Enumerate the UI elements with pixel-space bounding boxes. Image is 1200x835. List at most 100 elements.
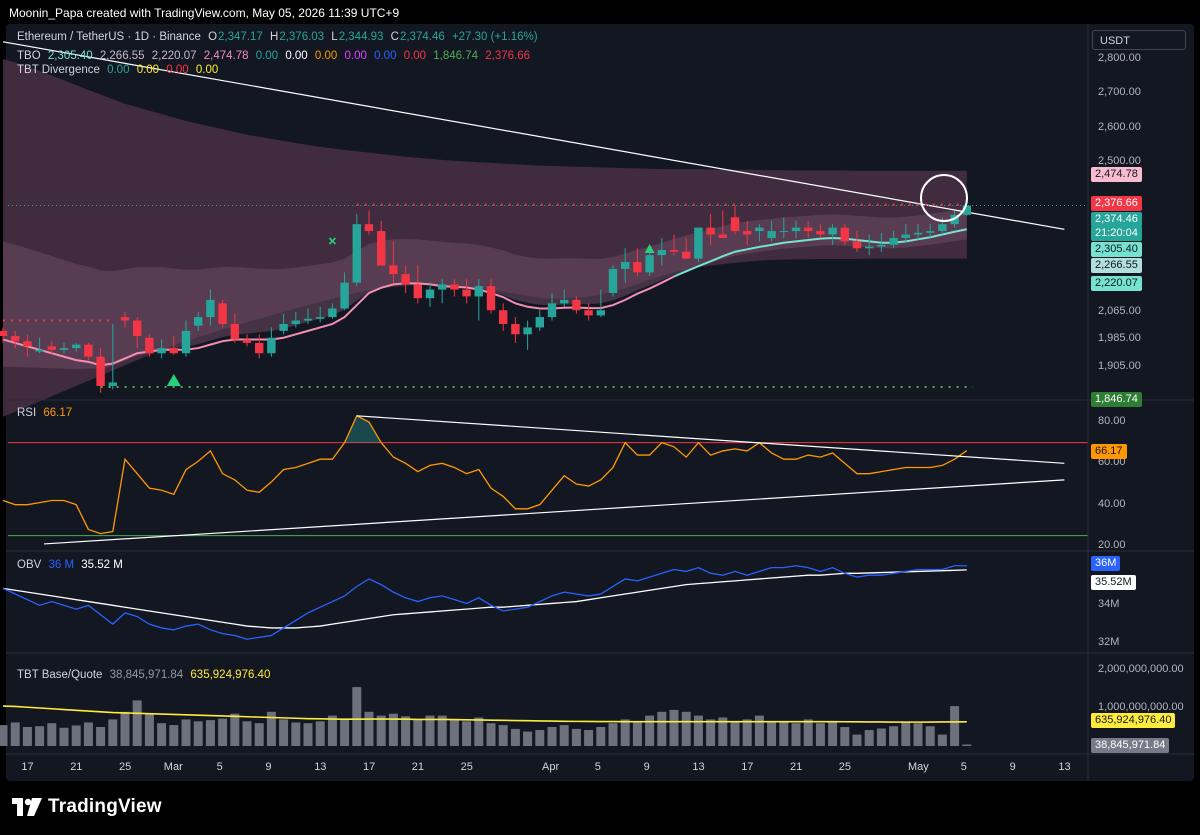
cross-signal-icon (328, 237, 336, 245)
time-axis-label: May (908, 761, 929, 773)
brand-logo[interactable]: TradingView (12, 796, 162, 818)
candle-body (755, 227, 764, 232)
volume-value-tag[interactable]: 38,845,971.84 (1091, 738, 1170, 753)
upper-band-tag[interactable]: 2,474.78 (1091, 166, 1142, 182)
volume-bar (22, 727, 32, 746)
obv-ma-tag[interactable]: 35.52M (1091, 574, 1136, 590)
currency-button[interactable]: USDT (1092, 30, 1186, 50)
price-trendline (2, 41, 1065, 230)
candle-body (291, 320, 300, 324)
candle-body (328, 308, 337, 318)
volume-bar (35, 726, 45, 746)
candle-body (316, 317, 325, 319)
volume-bar (669, 709, 679, 746)
tbo-legend[interactable]: TBO 2,305.40 2,266.55 2,220.07 2,474.78 … (17, 50, 531, 62)
time-axis-label: 13 (1058, 761, 1071, 773)
tbo-mid-tag[interactable]: 2,305.40 (1091, 242, 1142, 258)
volume-pane[interactable] (0, 687, 972, 746)
time-axis-label: 9 (1009, 761, 1016, 773)
rsi-legend[interactable]: RSI 66.17 (17, 407, 73, 419)
tbo-lower1-tag[interactable]: 2,266.55 (1091, 257, 1142, 273)
obv-pane[interactable] (2, 565, 967, 640)
candle-body (901, 234, 910, 238)
volume-bar (266, 711, 276, 746)
volume-bar (486, 723, 496, 746)
volume-bar (425, 715, 435, 746)
candle-body (364, 224, 374, 232)
rsi-lower-trendline (43, 479, 1065, 545)
tbo-last-tag[interactable]: 2,376.66 (1091, 195, 1142, 211)
volume-legend[interactable]: TBT Base/Quote 38,845,971.84 635,924,976… (17, 669, 271, 681)
candle-body (474, 286, 483, 297)
volume-bar (767, 721, 777, 746)
rsi-pane[interactable] (2, 414, 1088, 545)
candle-body (840, 227, 849, 242)
candle-body (303, 318, 313, 321)
time-axis-label: 21 (411, 761, 425, 773)
last-price-tag[interactable]: 2,374.46 (1091, 212, 1142, 228)
obv-value-tag[interactable]: 36M (1091, 555, 1121, 571)
volume-bar (791, 723, 801, 746)
credit-text: Moonin_Papa created with TradingView.com… (9, 6, 400, 20)
volume-bar (535, 730, 545, 746)
volume-bar (620, 719, 630, 746)
volume-bar (523, 731, 533, 746)
support-tag[interactable]: 1,846.74 (1091, 392, 1142, 408)
tbt-divergence-legend[interactable]: TBT Divergence 0.00 0.00 0.00 0.00 (17, 64, 219, 76)
obv-axis-label: 34M (1098, 598, 1120, 611)
candle-body (669, 249, 679, 252)
volume-bar (815, 723, 825, 746)
candle-body (511, 323, 520, 335)
volume-bar (437, 715, 447, 746)
tbo-band (3, 59, 967, 417)
time-axis-label: 5 (594, 761, 601, 773)
candle-body (791, 227, 801, 232)
candle-body (389, 265, 398, 275)
volume-bar (559, 725, 569, 746)
candle-body (206, 299, 215, 318)
rsi-upper-trendline (356, 415, 1065, 464)
obv-axis-label: 32M (1098, 636, 1120, 648)
obv-legend[interactable]: OBV 36 M 35.52 M (17, 559, 123, 571)
candle-body (523, 327, 532, 335)
time-axis-label: 13 (692, 761, 705, 773)
volume-bar (205, 720, 215, 746)
candle-body (608, 268, 618, 294)
volume-bar (340, 719, 350, 746)
rsi-axis-label: 60.00 (1098, 456, 1126, 469)
tbo-lower2-tag[interactable]: 2,220.07 (1091, 275, 1142, 291)
symbol-legend[interactable]: Ethereum / TetherUS · 1D · Binance O2,34… (17, 31, 538, 43)
volume-bar (413, 719, 423, 746)
volume-bar (254, 723, 264, 746)
time-axis-label: 17 (363, 761, 376, 773)
time-axis-label: 25 (460, 761, 473, 773)
obv-ma-line (2, 569, 967, 629)
volume-bar (657, 711, 667, 746)
volume-ma-tag[interactable]: 635,924,976.40 (1091, 713, 1176, 728)
rsi-value-tag[interactable]: 66.17 (1091, 443, 1127, 459)
candle-body (596, 310, 605, 316)
volume-bar (462, 721, 472, 746)
candle-body (438, 284, 447, 290)
countdown-tag[interactable]: 21:20:04 (1091, 226, 1142, 242)
volume-bar (937, 734, 947, 746)
candle-body (730, 217, 740, 232)
volume-bar (693, 715, 703, 746)
candle-body (816, 231, 825, 235)
volume-bar (584, 730, 594, 746)
tradingview-logo-icon (12, 797, 42, 816)
price-axis-label: 2,700.00 (1098, 86, 1141, 99)
volume-bar (803, 719, 813, 746)
symbol-title: Ethereum / TetherUS · 1D · Binance (17, 31, 201, 43)
volume-bar (83, 722, 93, 746)
volume-bar (632, 721, 642, 746)
volume-bar (742, 719, 752, 746)
candle-body (72, 344, 81, 349)
candle-body (157, 348, 166, 354)
candle-body (279, 323, 288, 331)
time-axis-label: 9 (265, 761, 272, 773)
volume-bar (157, 723, 167, 746)
price-pane[interactable] (0, 41, 1088, 417)
volume-ma-line (2, 705, 967, 723)
candle-body (926, 231, 935, 233)
